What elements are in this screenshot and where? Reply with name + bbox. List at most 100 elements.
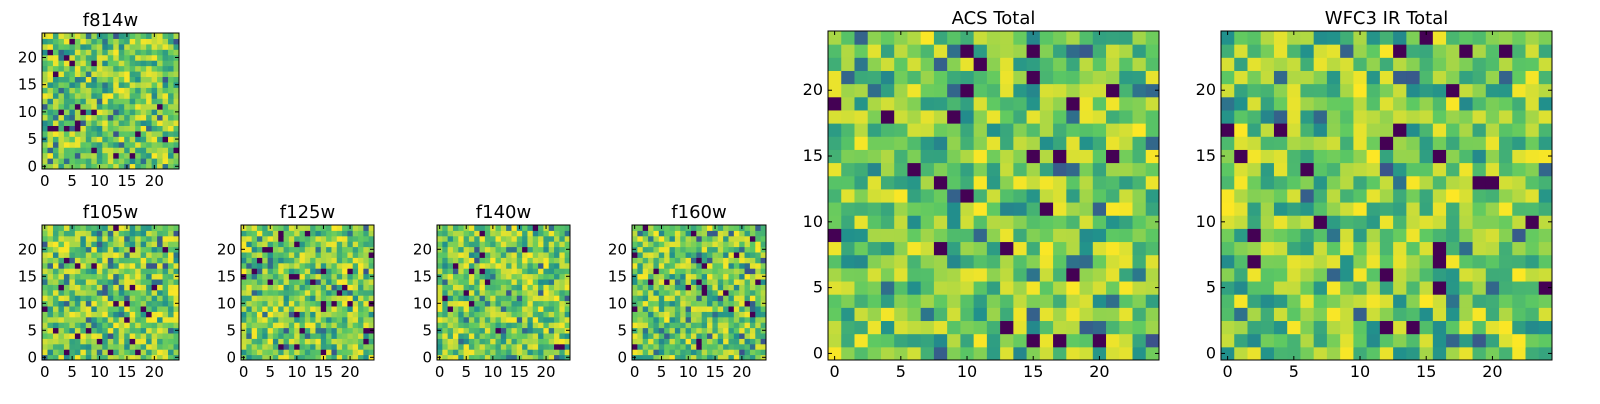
heatmap-cell (648, 257, 654, 264)
heatmap-cell (124, 268, 131, 275)
heatmap-cell (336, 354, 343, 361)
heatmap-cell (288, 262, 295, 269)
heatmap-cell (685, 230, 692, 237)
heatmap-cell (637, 257, 644, 264)
heatmap-cell (1366, 83, 1381, 98)
heatmap-cell (554, 252, 560, 258)
heatmap-cell (358, 354, 364, 361)
heatmap-cell (495, 322, 502, 329)
heatmap-cell (129, 349, 136, 356)
heatmap-cell (107, 163, 114, 170)
heatmap-cell (696, 300, 703, 307)
heatmap-cell (315, 338, 322, 345)
heatmap-cell (124, 289, 131, 296)
heatmap-cell (479, 257, 486, 264)
heatmap-cell (288, 295, 295, 302)
heatmap-cell (85, 103, 92, 110)
heatmap-cell (74, 81, 81, 88)
heatmap-cell (1039, 175, 1054, 190)
heatmap-cell (701, 241, 708, 248)
heatmap-cell (458, 268, 465, 275)
heatmap-cell (532, 295, 539, 302)
heatmap-cell (484, 338, 491, 345)
x-tick-label: 0 (830, 362, 840, 381)
heatmap-cell (479, 279, 486, 285)
heatmap-cell (107, 54, 114, 61)
heatmap-cell (648, 338, 654, 345)
heatmap-cell (162, 295, 169, 302)
heatmap-cell (717, 235, 724, 242)
heatmap-cell (468, 322, 475, 329)
heatmap-cell (173, 338, 180, 345)
heatmap-cell (564, 257, 571, 264)
heatmap-cell (80, 306, 87, 312)
heatmap-cell (452, 338, 459, 345)
heatmap-cell (58, 54, 65, 61)
heatmap-cell (522, 225, 528, 231)
heatmap-cell (511, 273, 518, 280)
heatmap-cell (151, 43, 158, 50)
heatmap-cell (267, 316, 274, 323)
heatmap-cell (760, 338, 767, 345)
heatmap-cell (91, 141, 98, 148)
heatmap-cell (91, 225, 98, 231)
heatmap-cell (907, 215, 922, 229)
heatmap-cell (85, 246, 92, 253)
heatmap-cell (336, 349, 343, 356)
heatmap-cell (669, 230, 676, 237)
heatmap-cell (342, 327, 348, 334)
heatmap-cell (251, 343, 258, 350)
heatmap-cell (52, 354, 59, 361)
heatmap-cell (336, 316, 343, 323)
heatmap-cell (146, 76, 153, 83)
heatmap-cell (707, 241, 713, 248)
heatmap-cell (1525, 149, 1540, 164)
heatmap-cell (251, 327, 258, 334)
heatmap-cell (58, 92, 65, 99)
heatmap-cell (278, 257, 285, 264)
heatmap-cell (680, 262, 687, 269)
heatmap-cell (442, 311, 449, 318)
heatmap-cell (102, 130, 109, 137)
heatmap-cell (1313, 136, 1328, 150)
heatmap-cell (326, 235, 332, 242)
heatmap-cell (173, 322, 180, 329)
heatmap-cell (986, 175, 1001, 190)
heatmap-cell (947, 320, 961, 335)
heatmap-cell (251, 349, 258, 356)
heatmap-cell (1273, 333, 1288, 348)
heatmap-cell (907, 188, 922, 203)
heatmap-cell (933, 333, 948, 348)
heatmap-cell (1013, 83, 1028, 98)
heatmap-cell (294, 230, 301, 237)
heatmap-cell (173, 130, 180, 137)
heatmap-cell (554, 316, 560, 323)
heatmap-cell (74, 284, 81, 291)
heatmap-cell (113, 38, 120, 45)
heatmap-cell (1247, 31, 1262, 45)
heatmap-cell (474, 327, 481, 334)
heatmap-cell (947, 109, 961, 124)
heatmap-cell (347, 230, 354, 237)
heatmap-cell (1419, 109, 1434, 124)
heatmap-cell (157, 354, 164, 361)
heatmap-cell (490, 230, 497, 237)
heatmap-cell (1432, 346, 1447, 361)
heatmap-cell (543, 273, 550, 280)
heatmap-cell (707, 246, 713, 253)
heatmap-cell (241, 289, 247, 296)
heatmap-cell (733, 246, 740, 253)
plot-frame (41, 32, 180, 170)
heatmap-cell (1393, 333, 1407, 348)
heatmap-cell (744, 284, 751, 291)
heatmap-cell (1000, 307, 1014, 322)
heatmap-cell (80, 246, 87, 253)
heatmap-cell (288, 257, 295, 264)
heatmap-cell (342, 284, 348, 291)
heatmap-cell (107, 273, 114, 280)
heatmap-cell (151, 136, 158, 143)
heatmap-cell (102, 136, 109, 143)
heatmap-cell (867, 175, 882, 190)
heatmap-cell (129, 98, 136, 105)
heatmap-cell (437, 257, 443, 264)
